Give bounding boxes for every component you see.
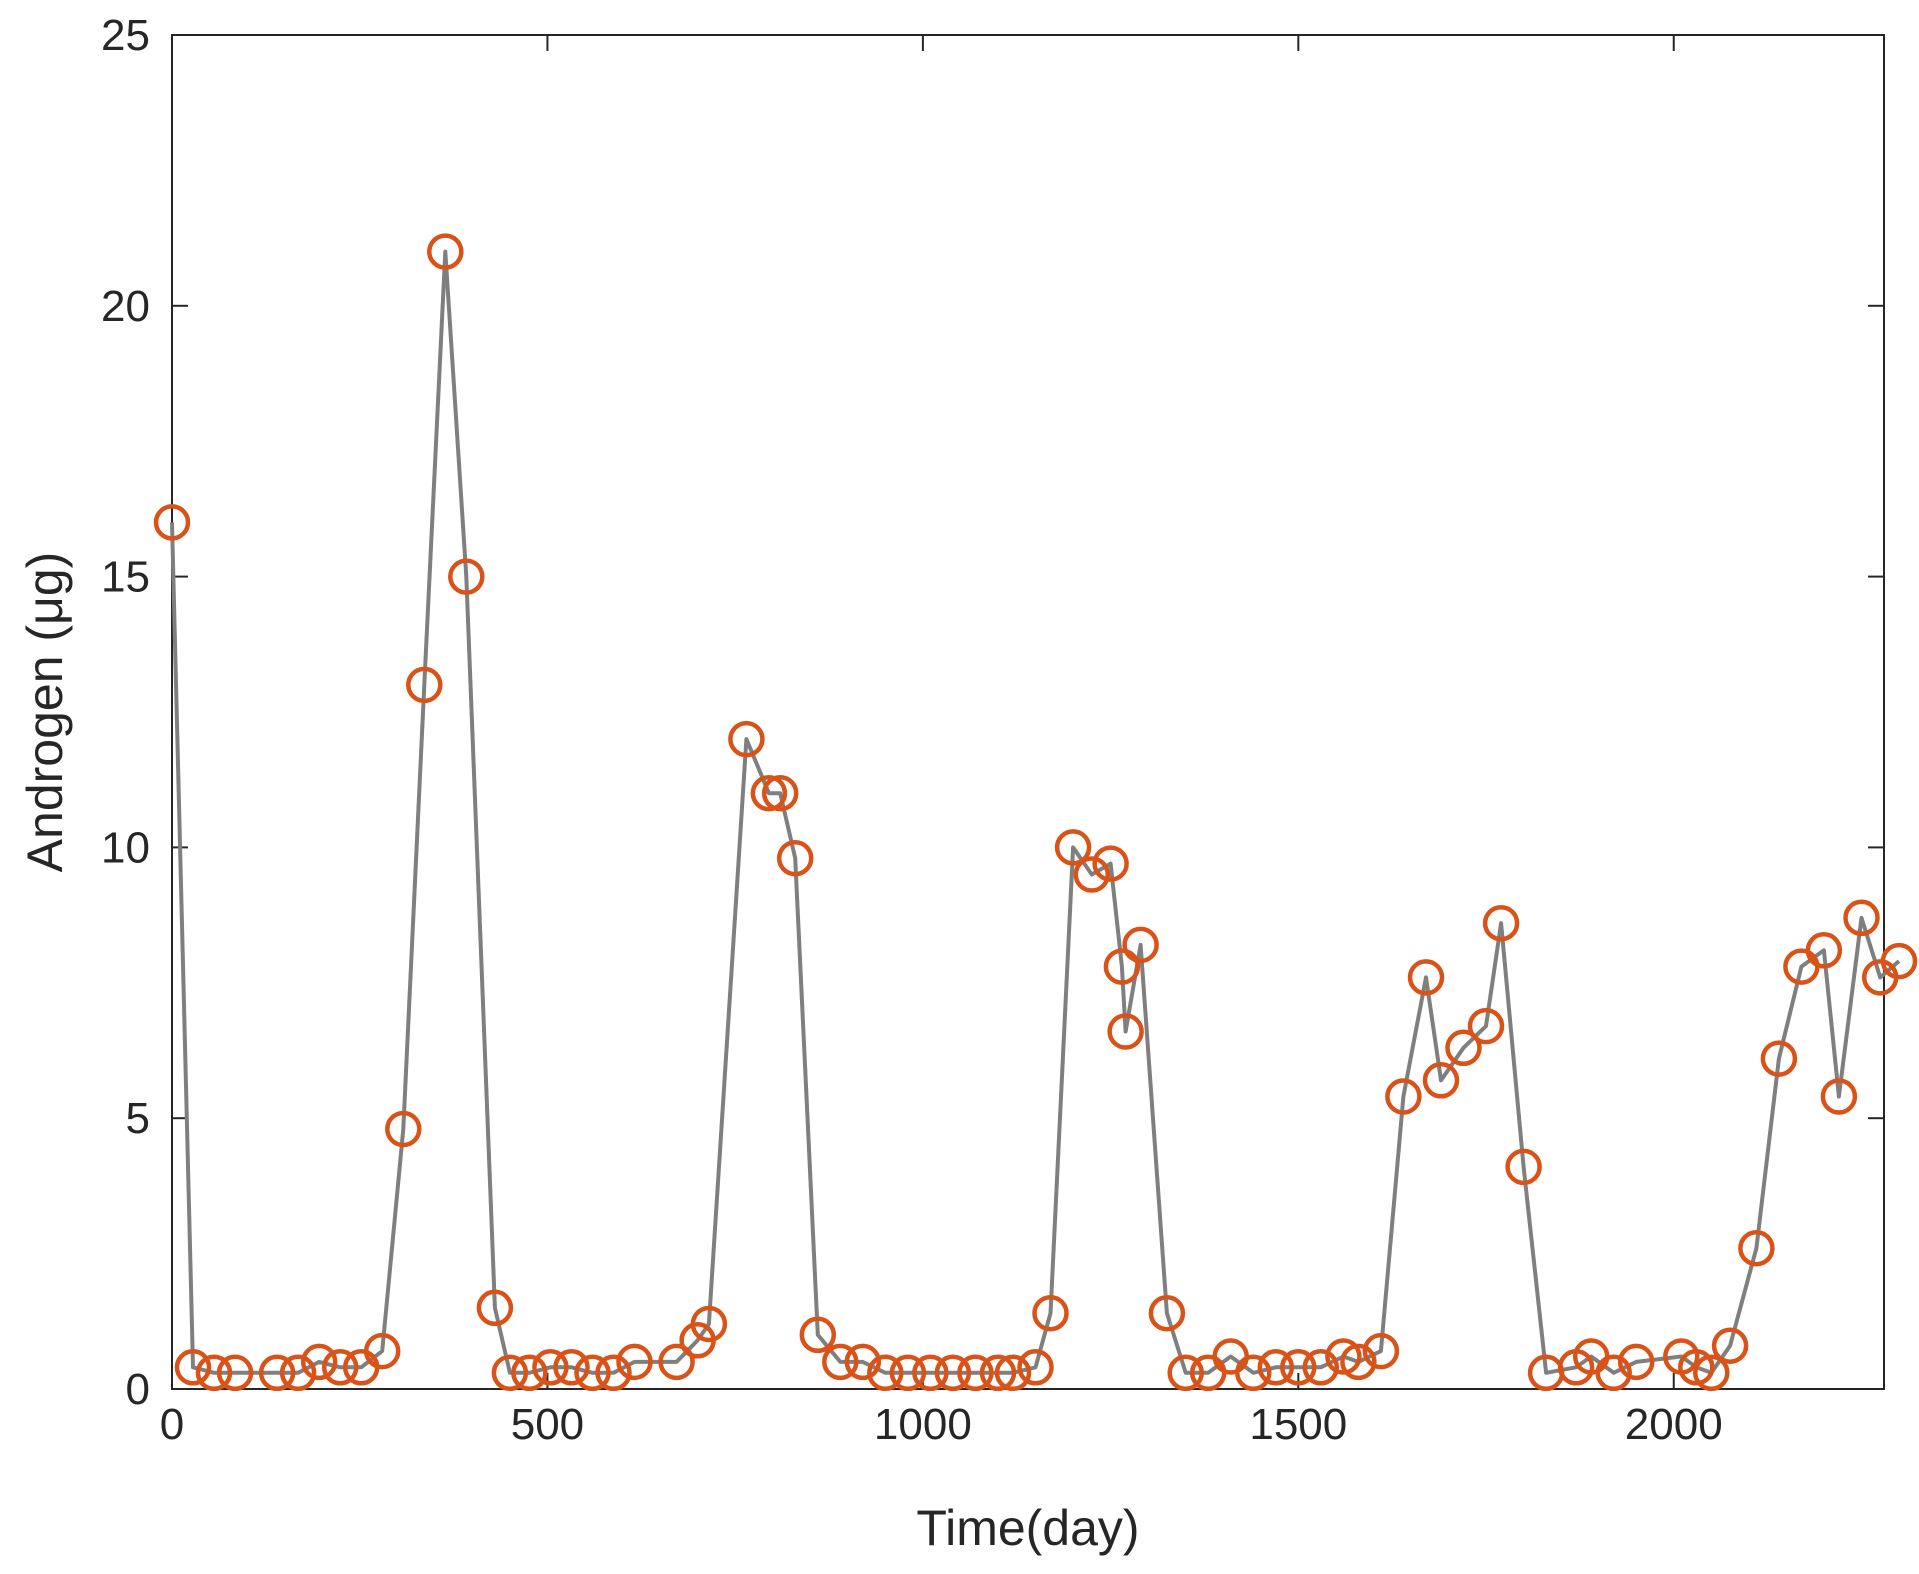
data-point bbox=[448, 558, 485, 595]
data-point bbox=[216, 1354, 254, 1392]
data-point bbox=[776, 839, 814, 877]
data-point bbox=[1325, 1338, 1362, 1375]
data-point bbox=[1738, 1229, 1775, 1267]
x-tick-label: 0 bbox=[160, 1400, 184, 1449]
data-point bbox=[934, 1354, 972, 1392]
x-tick-label: 1000 bbox=[874, 1400, 972, 1449]
data-point bbox=[1280, 1349, 1317, 1386]
data-point bbox=[1362, 1332, 1400, 1370]
data-point bbox=[491, 1354, 529, 1392]
data-point bbox=[476, 1289, 514, 1327]
data-point bbox=[553, 1349, 590, 1386]
y-tick-label: 15 bbox=[101, 553, 150, 602]
data-point bbox=[822, 1343, 859, 1381]
data-point bbox=[889, 1354, 927, 1392]
y-axis-label: Androgen (μg) bbox=[17, 552, 73, 873]
y-tick-label: 25 bbox=[101, 11, 150, 60]
data-point bbox=[1820, 1078, 1858, 1115]
data-point bbox=[1235, 1354, 1272, 1392]
data-point bbox=[1422, 1062, 1460, 1099]
data-point bbox=[1445, 1029, 1482, 1067]
y-tick-label: 10 bbox=[101, 823, 150, 872]
data-point bbox=[363, 1332, 401, 1370]
data-point bbox=[406, 666, 443, 704]
data-point bbox=[1054, 829, 1092, 866]
data-point bbox=[258, 1354, 296, 1392]
data-point bbox=[153, 504, 191, 541]
data-point bbox=[1760, 1040, 1798, 1077]
data-point bbox=[1032, 1294, 1069, 1332]
data-point bbox=[867, 1354, 904, 1392]
data-point bbox=[1385, 1078, 1422, 1115]
data-point bbox=[1880, 942, 1918, 980]
data-point bbox=[595, 1354, 632, 1392]
tick-labels: 0 500 1000 1500 2000 0 5 10 15 20 25 bbox=[101, 11, 1723, 1449]
data-point bbox=[1073, 856, 1111, 893]
data-point bbox=[994, 1354, 1032, 1392]
data-point bbox=[957, 1354, 994, 1392]
data-point bbox=[1805, 932, 1843, 969]
data-point bbox=[1103, 948, 1141, 985]
data-point bbox=[979, 1354, 1017, 1392]
data-point bbox=[321, 1349, 359, 1386]
data-point bbox=[300, 1343, 338, 1381]
x-tick-label: 1500 bbox=[1249, 1400, 1347, 1449]
data-point bbox=[728, 720, 765, 758]
data-point bbox=[1340, 1343, 1377, 1381]
data-point bbox=[1407, 959, 1445, 996]
data-point bbox=[1167, 1354, 1204, 1392]
data-point bbox=[279, 1354, 317, 1392]
data-point bbox=[1693, 1354, 1730, 1392]
x-tick-label: 2000 bbox=[1625, 1400, 1723, 1449]
data-point bbox=[1092, 845, 1129, 882]
data-point bbox=[195, 1354, 233, 1392]
data-point bbox=[1617, 1343, 1655, 1381]
data-point bbox=[750, 774, 788, 812]
data-point bbox=[1711, 1327, 1749, 1364]
data-point bbox=[1678, 1349, 1715, 1386]
y-tick-label: 0 bbox=[126, 1365, 150, 1414]
marker-group bbox=[153, 233, 1918, 1392]
data-point bbox=[658, 1343, 695, 1381]
data-point bbox=[1843, 899, 1880, 937]
data-point bbox=[1302, 1349, 1340, 1386]
data-point bbox=[574, 1354, 611, 1392]
data-point bbox=[844, 1343, 882, 1381]
data-point bbox=[1482, 904, 1520, 942]
data-point bbox=[1595, 1354, 1632, 1392]
plot-area bbox=[171, 34, 1885, 1390]
data-point bbox=[427, 233, 464, 270]
x-tick-label: 500 bbox=[511, 1400, 584, 1449]
data-point bbox=[616, 1343, 653, 1381]
y-tick-label: 5 bbox=[126, 1094, 150, 1143]
data-point bbox=[690, 1305, 728, 1343]
data-point bbox=[1505, 1148, 1542, 1186]
data-point bbox=[1148, 1294, 1186, 1332]
data-point bbox=[799, 1316, 837, 1354]
data-point bbox=[532, 1349, 569, 1386]
data-point bbox=[511, 1354, 548, 1392]
data-point bbox=[1467, 1007, 1505, 1045]
data-point bbox=[1122, 926, 1159, 964]
data-point bbox=[174, 1349, 212, 1386]
x-axis-label: Time(day) bbox=[916, 1500, 1139, 1556]
data-point bbox=[1017, 1349, 1054, 1386]
data-point bbox=[1257, 1349, 1295, 1386]
y-tick-label: 20 bbox=[101, 282, 150, 331]
data-point bbox=[1107, 1013, 1144, 1050]
data-point bbox=[385, 1110, 422, 1148]
data-point bbox=[912, 1354, 949, 1392]
data-point bbox=[761, 774, 799, 812]
